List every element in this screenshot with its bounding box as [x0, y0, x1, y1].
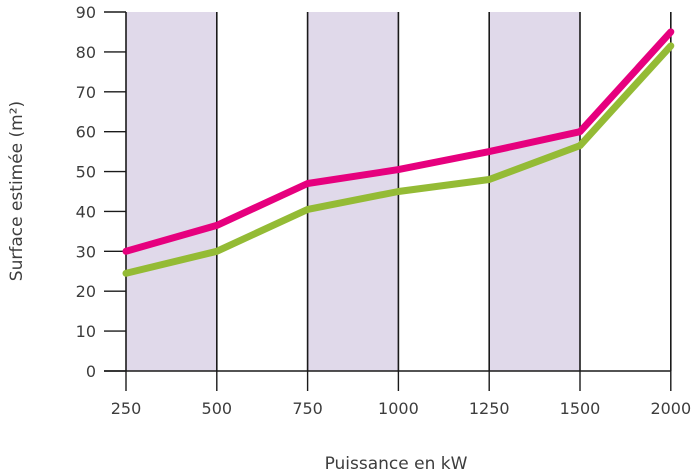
series-line-2: [122, 42, 675, 277]
x-tick-label: 750: [292, 399, 323, 418]
y-tick-label: 20: [76, 282, 96, 301]
series-line-1: [122, 28, 675, 255]
shaded-band: [126, 12, 217, 371]
y-axis-title: Surface estimée (m²): [7, 101, 27, 281]
y-tick-label: 40: [76, 202, 96, 221]
y-tick-label: 90: [76, 3, 96, 22]
series-lines: [122, 28, 675, 277]
x-tick-label: 250: [111, 399, 142, 418]
x-tick-label: 1500: [560, 399, 601, 418]
x-axis-title: Puissance en kW: [325, 454, 468, 474]
y-tick-label: 0: [86, 362, 96, 381]
y-tick-label: 30: [76, 242, 96, 261]
x-tick-label: 1000: [378, 399, 419, 418]
y-tick-label: 10: [76, 322, 96, 341]
y-axis: 0 10 20 30 40 50 60 70 80 90: [76, 3, 126, 381]
shaded-band: [489, 12, 580, 371]
vertical-gridlines: [125, 12, 672, 371]
x-axis: 250 500 750 1000 1250 1500 2000: [104, 370, 691, 418]
y-tick-label: 70: [76, 83, 96, 102]
shaded-bands: [126, 12, 580, 371]
y-tick-label: 80: [76, 43, 96, 62]
y-tick-label: 50: [76, 163, 96, 182]
x-tick-label: 1250: [469, 399, 510, 418]
x-tick-label: 2000: [650, 399, 691, 418]
x-tick-label: 500: [202, 399, 233, 418]
y-tick-label: 60: [76, 123, 96, 142]
